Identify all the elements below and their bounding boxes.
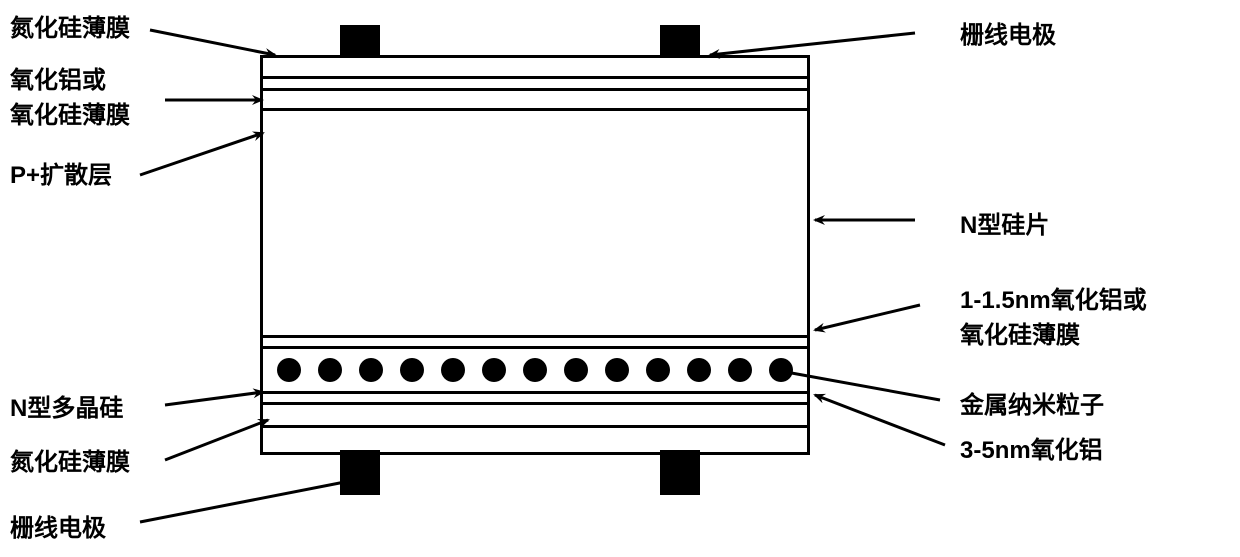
- label-thin-alox-siox-line1: 1-1.5nm氧化铝或: [960, 287, 1147, 314]
- leader-arrow: [710, 33, 915, 55]
- leader-arrow: [165, 420, 268, 460]
- label-sin-top: 氮化硅薄膜: [10, 8, 130, 43]
- metal-nano-particle: [523, 358, 547, 382]
- label-alox-siox-top-line2: 氧化硅薄膜: [10, 95, 130, 130]
- device-cross-section: [260, 55, 810, 455]
- electrode-bottom-left: [340, 450, 380, 495]
- label-p-plus: P+扩散层: [10, 155, 112, 190]
- metal-nano-particle: [359, 358, 383, 382]
- metal-nano-particle: [646, 358, 670, 382]
- label-n-wafer: N型硅片: [960, 205, 1049, 240]
- leader-arrow: [815, 305, 920, 330]
- metal-nano-particle: [318, 358, 342, 382]
- metal-nano-particle: [605, 358, 629, 382]
- metal-nano-particle: [277, 358, 301, 382]
- leader-arrow: [165, 392, 263, 405]
- metal-nano-particle: [482, 358, 506, 382]
- metal-nano-particle: [728, 358, 752, 382]
- label-thin-alox-siox: 1-1.5nm氧化铝或 氧化硅薄膜: [960, 280, 1147, 350]
- leader-arrow: [150, 30, 275, 55]
- label-metal-nano: 金属纳米粒子: [960, 385, 1104, 420]
- label-alox-siox-top: 氧化铝或 氧化硅薄膜: [10, 60, 130, 130]
- metal-nano-particle: [400, 358, 424, 382]
- leader-arrow: [140, 480, 355, 522]
- metal-nano-particle: [441, 358, 465, 382]
- label-n-poly: N型多晶硅: [10, 388, 123, 423]
- label-thin-alox-siox-line2: 氧化硅薄膜: [960, 315, 1147, 350]
- label-sin-bottom: 氮化硅薄膜: [10, 442, 130, 477]
- electrode-bottom-right: [660, 450, 700, 495]
- metal-nano-particle: [687, 358, 711, 382]
- layer-p-plus: [260, 88, 810, 111]
- leader-arrow: [140, 133, 263, 175]
- metal-nano-row: [260, 349, 810, 391]
- label-electrode-top: 栅线电极: [960, 15, 1056, 50]
- leader-arrow: [815, 395, 945, 445]
- diagram-canvas: 氮化硅薄膜 氧化铝或 氧化硅薄膜 P+扩散层 N型多晶硅 氮化硅薄膜 栅线电极 …: [0, 0, 1240, 557]
- metal-nano-particle: [564, 358, 588, 382]
- label-alox-siox-top-line1: 氧化铝或: [10, 67, 106, 94]
- label-thick-alox: 3-5nm氧化铝: [960, 430, 1103, 465]
- label-electrode-bottom: 栅线电极: [10, 508, 106, 543]
- metal-nano-particle: [769, 358, 793, 382]
